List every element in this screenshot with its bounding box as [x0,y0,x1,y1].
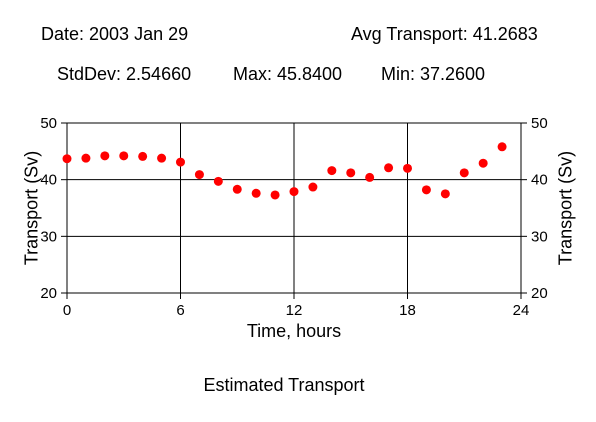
y-tick-label-left: 50 [40,115,57,132]
data-point [251,188,261,198]
data-point [497,142,507,152]
data-point [62,154,72,164]
data-point [308,182,318,192]
data-point [440,189,450,199]
data-point [327,166,337,176]
data-point [138,151,148,161]
y-tick-label-left: 30 [40,228,57,245]
data-point [119,151,129,161]
data-point [81,153,91,163]
data-point [176,157,185,167]
x-tick-label: 24 [513,302,530,319]
data-point [213,176,223,186]
data-point [403,163,412,173]
y-axis-title-right: Transport (Sv) [555,151,575,265]
x-tick-label: 6 [176,302,184,319]
min-label: Min: 37.2600 [381,64,486,84]
data-points [62,142,507,200]
y-tick-label-left: 40 [40,172,57,189]
y-tick-label-right: 50 [531,115,548,132]
stddev-label: StdDev: 2.54660 [57,64,192,84]
chart-title: Estimated Transport [203,375,364,395]
date-label: Date: 2003 Jan 29 [41,24,189,44]
y-tick-label-right: 20 [531,285,548,302]
data-point [194,170,204,180]
data-point [459,168,469,178]
data-point [346,168,356,178]
data-point [289,187,299,197]
data-point [232,184,242,194]
y-tick-label-right: 30 [531,228,548,245]
grid-lines [67,123,521,293]
data-point [365,172,375,182]
data-point [421,185,431,195]
x-tick-label: 12 [286,302,303,319]
data-point [100,151,110,161]
y-axis-title-left: Transport (Sv) [21,151,41,265]
y-tick-label-right: 40 [531,172,548,189]
data-point [384,163,394,173]
data-point [478,158,488,168]
x-axis-title: Time, hours [247,321,341,341]
avg-transport-label: Avg Transport: 41.2683 [351,24,538,44]
y-tick-label-left: 20 [40,285,57,302]
data-point [270,190,280,200]
x-tick-label: 0 [63,302,71,319]
data-point [157,153,167,163]
max-label: Max: 45.8400 [233,64,343,84]
x-tick-label: 18 [399,302,416,319]
